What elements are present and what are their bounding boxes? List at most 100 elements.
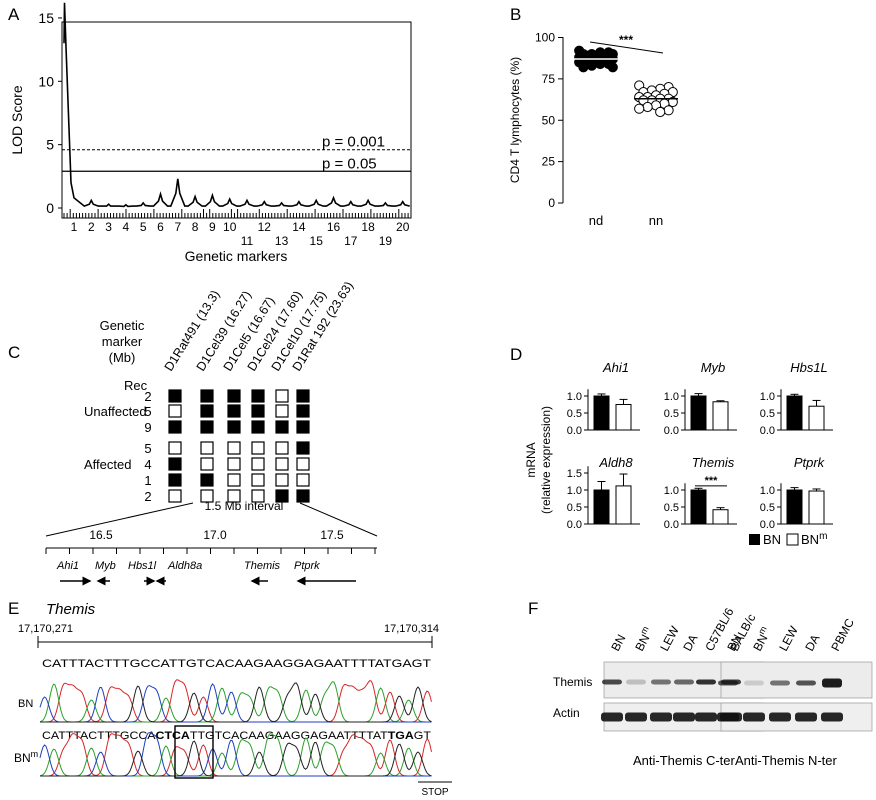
cd4-point-nn xyxy=(655,106,666,118)
haplotype-cell xyxy=(275,457,289,471)
bar-y-tick-label: 0.0 xyxy=(760,425,775,437)
chromosome-label: 7 xyxy=(174,220,181,234)
haplotype-cell xyxy=(275,489,289,503)
bar-bn xyxy=(786,489,803,525)
bar-subplot-hbs1l: Hbs1L 0.0 0.5 1.0 xyxy=(760,360,833,437)
bar-y-tick-label: 0.5 xyxy=(567,408,582,420)
blot-band xyxy=(696,679,716,685)
panel-letter-a: A xyxy=(8,5,20,24)
haplotype-cell xyxy=(251,473,265,487)
bar-bnm xyxy=(808,405,825,431)
cd4-significance-stars: *** xyxy=(619,33,633,47)
bar-y-tick-label: 0.5 xyxy=(760,408,775,420)
rec-count: 2 xyxy=(144,489,151,504)
panel-letter-d: D xyxy=(510,345,522,364)
rec-count: 9 xyxy=(144,420,151,435)
blot-row-actin: Actin xyxy=(553,706,580,720)
chromosome-label: 15 xyxy=(310,234,324,248)
blot-lane-label: BNm xyxy=(749,625,774,654)
bar-subplot-title: Hbs1L xyxy=(790,360,828,375)
panel-letter-b: B xyxy=(510,5,521,24)
bar-y-tick-label: 0.5 xyxy=(664,408,679,420)
bar-y-tick-label: 0.0 xyxy=(664,519,679,531)
cd4-point-nd xyxy=(607,62,618,73)
blot-band xyxy=(770,680,790,686)
chromosome-label: 4 xyxy=(123,220,130,234)
haplotype-cell xyxy=(200,473,214,487)
rec-header: Rec xyxy=(124,378,148,393)
haplotype-cell xyxy=(168,389,182,403)
rec-count: 4 xyxy=(144,457,151,472)
chromosome-label: 5 xyxy=(140,220,147,234)
lod-y-ticks: 0 5 10 15 xyxy=(38,10,62,216)
haplotype-cell xyxy=(251,404,265,418)
blot-band xyxy=(821,712,843,722)
haplotype-cell xyxy=(227,404,241,418)
bar-subplot-title: Myb xyxy=(701,360,726,375)
haplotype-cell xyxy=(200,420,214,434)
threshold-label-p0001: p = 0.001 xyxy=(322,134,385,151)
haplotype-cell xyxy=(168,441,182,455)
sequence-bn: CATTTACTTTGCCATTGTCACAAGAAGGAGAATTTTATGA… xyxy=(42,658,431,670)
haplotype-cell xyxy=(251,457,265,471)
chromosome-label: 14 xyxy=(292,220,306,234)
haplotype-cell xyxy=(200,489,214,503)
blot-band xyxy=(674,679,694,685)
panel-letter-f: F xyxy=(528,599,538,618)
blot-lane-label: DA xyxy=(802,632,822,653)
stop-label: STOP xyxy=(421,787,448,798)
haplotype-cell xyxy=(251,489,265,503)
chromatogram-bnm xyxy=(39,732,432,777)
bar-y-tick-label: 0.5 xyxy=(567,502,582,514)
blot-lane-label: BN xyxy=(608,632,628,653)
lod-y-tick-label: 5 xyxy=(46,137,54,153)
blot-band xyxy=(601,712,623,722)
cd4-y-axis-label: CD4 T lymphocytes (%) xyxy=(508,57,522,183)
sequence-gene-title: Themis xyxy=(46,601,96,618)
haplotype-cell xyxy=(227,441,241,455)
zoom-line-left xyxy=(45,502,194,537)
blot-band xyxy=(602,679,622,685)
bar-subplot-myb: Myb 0.0 0.5 1.0 xyxy=(664,360,737,437)
haplotype-cell xyxy=(227,457,241,471)
panel-letter-e: E xyxy=(8,599,19,618)
cd4-point-nn xyxy=(642,101,653,113)
blot-band xyxy=(743,712,765,722)
chromosome-label: 20 xyxy=(396,220,410,234)
haplotype-cell xyxy=(168,420,182,434)
panel-d: D mRNA (relative expression) Ahi1 0.0 0.5 1… xyxy=(510,345,833,547)
chromosome-label: 9 xyxy=(209,220,216,234)
chromosome-label: 16 xyxy=(327,220,341,234)
haplotype-cell xyxy=(275,389,289,403)
haplotype-cell xyxy=(227,420,241,434)
blot-band xyxy=(625,712,647,722)
blot-band xyxy=(796,680,816,686)
cd4-y-tick-label: 100 xyxy=(535,31,555,45)
chromatogram-trace xyxy=(40,740,432,777)
blot-band xyxy=(651,679,671,685)
panel-c: C Genetic marker (Mb) D1Rat491 (13.3)D1C… xyxy=(8,279,378,586)
haplotype-cell xyxy=(251,389,265,403)
trace-label-bn: BN xyxy=(18,698,33,710)
rec-count: 2 xyxy=(144,389,151,404)
blot-lane-label: DA xyxy=(680,632,700,653)
blot-lane-label: LEW xyxy=(776,623,801,653)
haplotype-grid xyxy=(168,389,310,503)
chromosome-label: 18 xyxy=(361,220,375,234)
chromosome-labels-bottom: 11 13 15 17 19 xyxy=(241,234,393,248)
bar-subplot-aldh8: Aldh8 0.0 0.5 1.0 1.5 xyxy=(567,455,640,531)
blot-band xyxy=(717,712,739,722)
cd4-y-tick-label: 75 xyxy=(542,72,556,86)
mrna-y-label-2: (relative expression) xyxy=(539,406,553,514)
lod-x-axis-label: Genetic markers xyxy=(185,248,288,264)
rec-count: 5 xyxy=(144,441,151,456)
rec-count: 5 xyxy=(144,404,151,419)
bar-y-tick-label: 0.0 xyxy=(760,519,775,531)
group-label-nd: nd xyxy=(589,213,603,228)
trace-label-bnm: BNm xyxy=(14,749,38,765)
bar-subplot-title: Aldh8 xyxy=(598,455,633,470)
